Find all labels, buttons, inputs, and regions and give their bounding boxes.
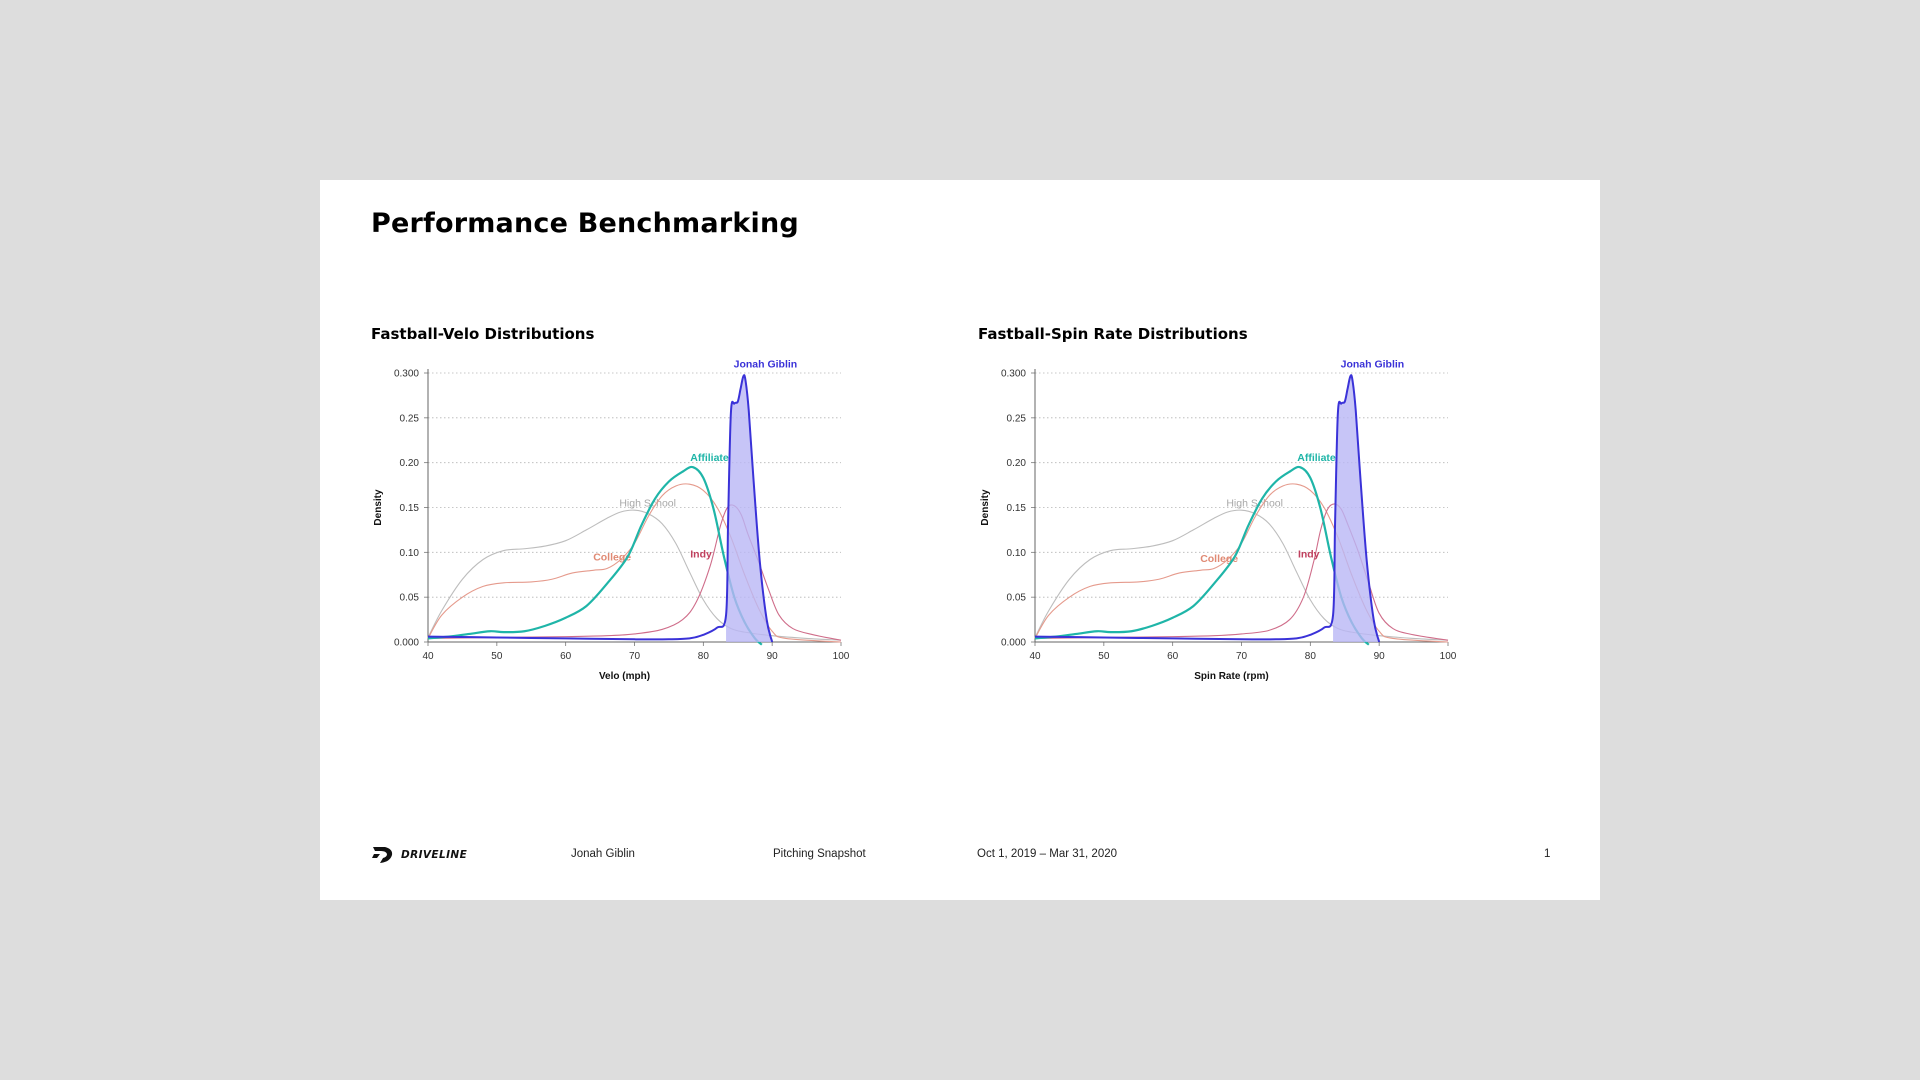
chart0-series-high-school-line (427, 509, 842, 641)
chart0-x-tick-label: 60 (560, 651, 572, 662)
chart1-y-tick-label: 0.000 (1001, 638, 1026, 649)
slide: Performance Benchmarking Fastball-Velo D… (320, 180, 1600, 900)
chart0-x-tick-label: 70 (629, 651, 641, 662)
chart0-x-axis-label: Velo (mph) (599, 671, 650, 682)
chart1-series-college-label: College (1200, 553, 1238, 565)
footer-report-name: Pitching Snapshot (773, 848, 866, 860)
chart0-series-indy-label: Indy (690, 549, 712, 561)
chart1-y-tick-label: 0.10 (1007, 548, 1027, 559)
chart1-series-high-school-label: High School (1226, 498, 1283, 510)
chart1-y-tick-label: 0.300 (1001, 369, 1026, 380)
spin-rate-distribution-chart: 0.000 0.05 0.10 0.15 0.20 0.25 0.300 40 50 60 70 80… (980, 359, 1457, 682)
chart1-series-high-school-line (1034, 509, 1449, 641)
brand-name: DRIVELINE (401, 849, 468, 861)
chart1-y-tick-label: 0.20 (1007, 458, 1027, 469)
chart0-x-tick-label: 80 (698, 651, 710, 662)
chart0-series-affiliate-label: Affiliate (690, 452, 729, 464)
footer-player-name: Jonah Giblin (571, 848, 635, 860)
chart0-y-tick-label: 0.05 (400, 593, 420, 604)
chart1-x-axis-label: Spin Rate (rpm) (1194, 671, 1268, 682)
chart0-series-jonah-giblin-label: Jonah Giblin (734, 359, 798, 371)
chart1-x-tick-label: 40 (1029, 651, 1041, 662)
chart0-y-tick-label: 0.25 (400, 413, 420, 424)
chart0-y-tick-label: 0.300 (394, 369, 419, 380)
chart0-x-tick-label: 90 (767, 651, 779, 662)
chart0-series-high-school-label: High School (619, 498, 676, 510)
spin-chart-panel: Fastball-Spin Rate Distributions 0.000 0.… (978, 325, 1568, 682)
chart1-series-jonah-giblin-line (1034, 374, 1381, 643)
chart0-y-axis-label: Density (373, 489, 384, 526)
chart1-x-tick-label: 60 (1167, 651, 1179, 662)
chart1-series-jonah-giblin-label: Jonah Giblin (1341, 359, 1405, 371)
page-title: Performance Benchmarking (371, 208, 799, 239)
chart1-y-axis-label: Density (980, 489, 991, 526)
chart0-y-tick-label: 0.10 (400, 548, 420, 559)
chart1-y-tick-label: 0.15 (1007, 503, 1027, 514)
velo-chart-title: Fastball-Velo Distributions (371, 325, 595, 343)
chart1-series-indy-line (1034, 503, 1449, 641)
chart0-x-tick-label: 100 (833, 651, 850, 662)
chart0-series-college-label: College (593, 551, 631, 563)
chart1-series-indy-label: Indy (1298, 549, 1320, 561)
chart1-x-tick-label: 100 (1440, 651, 1457, 662)
footer-date-range: Oct 1, 2019 – Mar 31, 2020 (977, 848, 1118, 860)
velo-chart-panel: Fastball-Velo Distributions 0.000 0.05 0.1… (371, 325, 961, 682)
chart1-series-affiliate-label: Affiliate (1297, 452, 1336, 464)
chart0-series-indy-line (427, 504, 842, 641)
driveline-logo-icon (372, 847, 393, 863)
chart1-y-tick-label: 0.25 (1007, 413, 1027, 424)
chart1-x-tick-label: 50 (1098, 651, 1110, 662)
footer-page-number: 1 (1544, 848, 1551, 860)
chart0-y-tick-label: 0.000 (394, 638, 419, 649)
chart0-x-tick-label: 40 (422, 651, 434, 662)
slide-footer: DRIVELINE Jonah Giblin Pitching Snapshot… (320, 844, 1600, 868)
chart1-y-tick-label: 0.05 (1007, 593, 1027, 604)
chart0-y-tick-label: 0.15 (400, 503, 420, 514)
chart0-y-tick-label: 0.20 (400, 458, 420, 469)
spin-chart-title: Fastball-Spin Rate Distributions (978, 325, 1248, 343)
driveline-logo: DRIVELINE (371, 844, 467, 866)
velo-distribution-chart: 0.000 0.05 0.10 0.15 0.20 0.25 0.300 40 50 60 70 80… (373, 359, 850, 682)
chart1-x-tick-label: 80 (1305, 651, 1317, 662)
chart1-x-tick-label: 90 (1374, 651, 1386, 662)
chart1-x-tick-label: 70 (1236, 651, 1248, 662)
chart0-series-jonah-giblin-line (427, 374, 774, 643)
chart0-x-tick-label: 50 (491, 651, 503, 662)
